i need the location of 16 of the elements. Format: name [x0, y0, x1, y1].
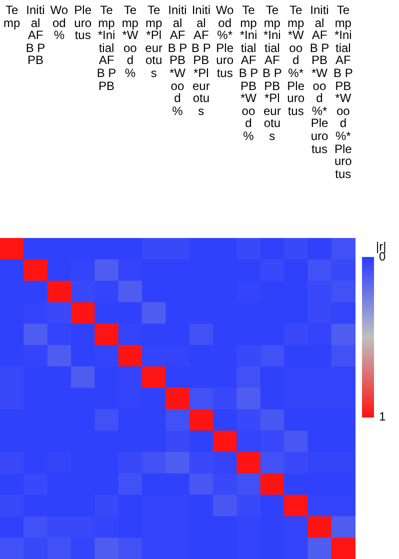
color-bar-label: 1 — [379, 409, 386, 424]
x-tick-label: Pleurotus — [73, 3, 92, 42]
x-tick-label: Temp*Pleurotus — [144, 3, 164, 80]
category-label: Temp*Initial AFB PPB*Pleurotus — [262, 3, 282, 143]
x-tick-label: Temp — [2, 3, 22, 30]
category-label: Initial AFB PPB*Wood % — [168, 3, 188, 118]
x-tick-label: Wood % — [49, 3, 69, 42]
x-tick-label: Initial AFB PPB — [26, 3, 46, 68]
x-tick-label: Temp*Initial AFB PPB — [96, 3, 116, 93]
category-label: Temp*Initial AFB PPB*Wood %*Pleurotus — [333, 3, 353, 181]
category-label: Initial AFB PPB*Pleurotus — [191, 3, 211, 118]
category-label: Temp*Initial AFB PPB*Wood % — [238, 3, 258, 143]
x-tick-label: Wood %*Pleurotus — [215, 3, 235, 80]
category-label: Initial AFB PPB*Wood %*Pleurotus — [310, 3, 330, 156]
x-tick-label: Temp*Wood % — [120, 3, 140, 80]
category-label: Temp*Wood %*Pleurotus — [287, 3, 304, 118]
